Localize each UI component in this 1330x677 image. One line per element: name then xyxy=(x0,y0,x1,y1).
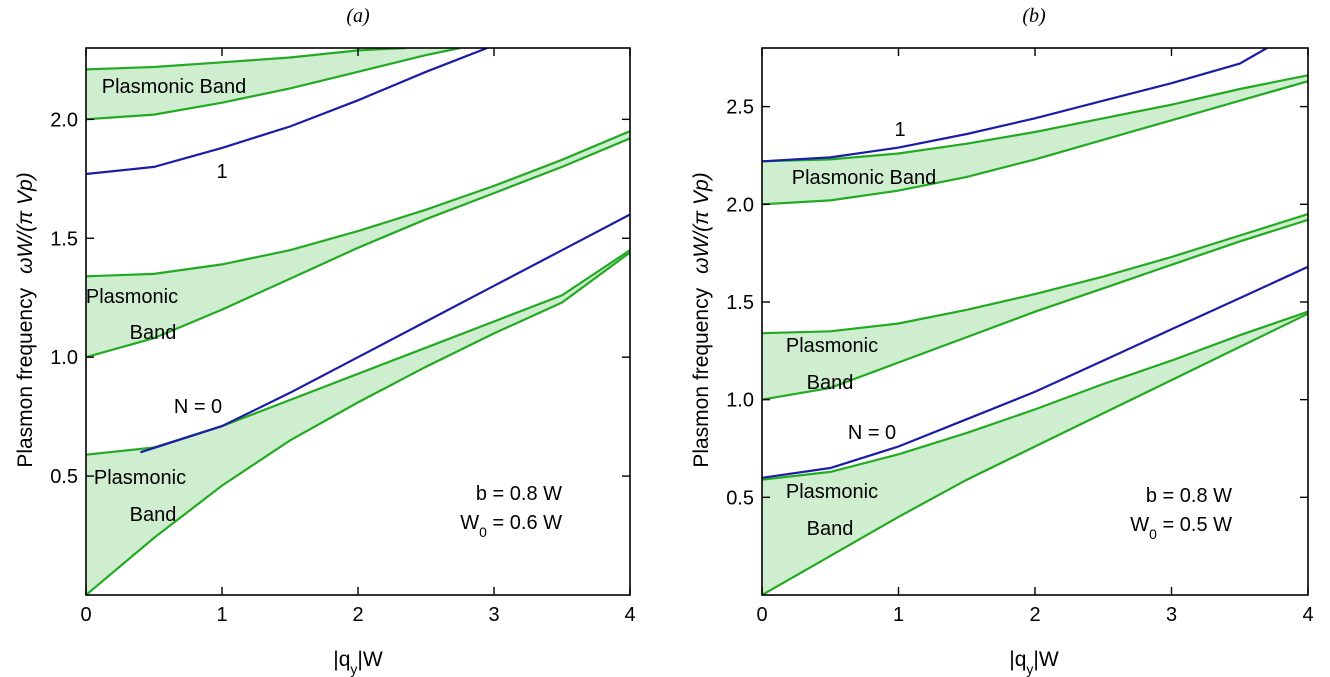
panel-a-band-0-label-line-0: Plasmonic xyxy=(94,467,186,489)
panel-b-y-tick-label: 2.5 xyxy=(726,97,754,119)
panel-b-y-tick-label: 0.5 xyxy=(726,487,754,509)
panel-a-x-tick-label: 0 xyxy=(80,604,91,626)
panel-b-band-2-upper-edge xyxy=(762,74,1308,163)
panel-b-band-0-lower-edge xyxy=(762,312,1308,595)
panel-b: (b) Plasmonic Band Plasmonic Band Plasmonic … xyxy=(690,5,1314,677)
panel-a-x-tick-label: 3 xyxy=(488,604,499,626)
panel-a-x-tick-label: 2 xyxy=(352,604,363,626)
panel-b-mode-label-1: 1 xyxy=(894,119,905,141)
panel-a-y-tick-label: 0.5 xyxy=(50,466,78,488)
panel-a-band-1-label-line-0: Plasmonic xyxy=(86,286,178,308)
panel-a-y-tick-label: 1.0 xyxy=(50,347,78,369)
panel-b-band-0-label-line-0: Plasmonic xyxy=(786,481,878,503)
panel-a-mode-line-0 xyxy=(140,213,630,454)
panel-a-band-1-fill xyxy=(86,131,630,358)
panel-a: (a) Plasmonic Band Plasmonic Band Plasmonic … xyxy=(14,5,636,677)
panel-b-band-1-fill xyxy=(762,214,1308,400)
panel-b-x-axis-label: |qy|W xyxy=(1009,648,1059,677)
panel-b-band-1-label-line-0: Plasmonic xyxy=(786,335,878,357)
panel-a-y-tick-label: 1.5 xyxy=(50,228,78,250)
panel-a-mode-line-1 xyxy=(86,48,488,176)
panel-b-annotation-b: b = 0.8 W xyxy=(1146,485,1232,507)
panel-b-band-2-label-line-0: Plasmonic Band xyxy=(792,167,937,189)
panel-b-annotation-w0: W0 = 0.5 W xyxy=(1130,514,1232,542)
panel-b-band-2-fill xyxy=(762,75,1308,205)
panel-a-band-0-label-line-1: Band xyxy=(130,504,177,526)
panel-b-mode-label-0: N = 0 xyxy=(848,422,896,444)
panel-b-band-1-lower-edge xyxy=(762,218,1308,401)
panel-b-band-0-label-line-1: Band xyxy=(807,518,854,540)
panel-a-annotation-b: b = 0.8 W xyxy=(476,483,562,505)
panel-b-mode-line-1 xyxy=(762,48,1268,163)
panel-b-y-tick-label: 1.5 xyxy=(726,292,754,314)
panel-a-band-1-label-line-1: Band xyxy=(130,322,177,344)
panel-a-band-1-upper-edge xyxy=(86,130,630,278)
panel-b-band-0-upper-edge xyxy=(762,310,1308,481)
panel-a-band-1-lower-edge xyxy=(86,137,630,359)
panel-a-y-axis-label: Plasmon frequencyωW/(π Vp) xyxy=(14,172,37,467)
panel-a-x-tick-label: 4 xyxy=(624,604,635,626)
panel-b-y-tick-label: 1.0 xyxy=(726,390,754,412)
panel-b-band-2-lower-edge xyxy=(762,80,1308,206)
panel-b-plot-area: Plasmonic Band Plasmonic Band Plasmonic Band… xyxy=(726,47,1314,626)
panel-a-plot-area: Plasmonic Band Plasmonic Band Plasmonic Band… xyxy=(50,47,636,626)
panel-a-band-2-label-line-0: Plasmonic Band xyxy=(102,76,247,98)
panel-a-annotation-w0: W0 = 0.6 W xyxy=(460,512,562,540)
panel-b-band-1-label-line-1: Band xyxy=(807,372,854,394)
panel-a-band-2-upper-edge xyxy=(86,48,406,71)
panel-a-mode-label-1: 1 xyxy=(216,161,227,183)
panel-a-band-2-lower-edge xyxy=(86,48,461,121)
panel-b-mode-line-0 xyxy=(762,265,1308,479)
panel-b-x-tick-label: 0 xyxy=(756,604,767,626)
panel-b-x-tick-label: 3 xyxy=(1166,604,1177,626)
panel-b-y-axis-label: Plasmon frequencyωW/(π Vp) xyxy=(690,172,713,467)
panel-b-y-tick-label: 2.0 xyxy=(726,194,754,216)
panel-a-y-tick-label: 2.0 xyxy=(50,109,78,131)
panel-b-band-1-upper-edge xyxy=(762,213,1308,335)
panel-a-mode-label-0: N = 0 xyxy=(174,396,222,418)
panel-a-x-axis-label: |qy|W xyxy=(333,648,383,677)
panel-b-label: (b) xyxy=(1022,5,1046,27)
panel-a-x-tick-label: 1 xyxy=(216,604,227,626)
panel-b-x-tick-label: 1 xyxy=(893,604,904,626)
panel-a-label: (a) xyxy=(346,5,370,27)
panel-b-x-tick-label: 4 xyxy=(1302,604,1313,626)
panel-a-band-0-lower-edge xyxy=(86,251,630,595)
panel-b-x-tick-label: 2 xyxy=(1029,604,1040,626)
